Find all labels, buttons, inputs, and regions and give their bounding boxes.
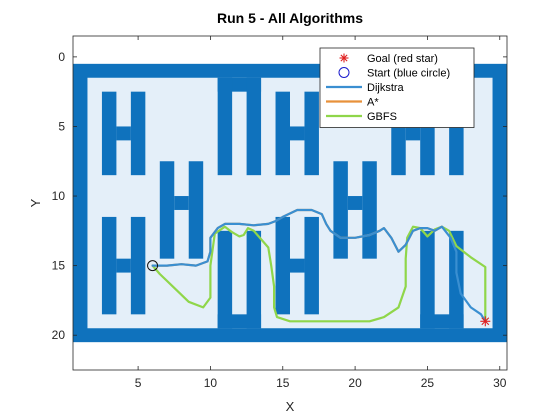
dijkstra-path bbox=[151, 208, 487, 323]
x-tick-label: 15 bbox=[276, 376, 290, 390]
wall-block bbox=[304, 216, 319, 315]
path-layer bbox=[151, 208, 487, 323]
goal-marker bbox=[480, 316, 491, 327]
y-tick-label: 5 bbox=[58, 119, 65, 133]
x-tick-label: 10 bbox=[204, 376, 218, 390]
y-tick-label: 20 bbox=[52, 328, 66, 342]
wall-block bbox=[246, 230, 262, 329]
wall-block bbox=[405, 126, 421, 141]
x-tick-label: 30 bbox=[493, 376, 507, 390]
legend: Goal (red star) Start (blue circle) Dijkst… bbox=[319, 47, 475, 128]
star-stroke bbox=[340, 54, 348, 62]
wall-block bbox=[290, 126, 305, 141]
x-axis-label: X bbox=[286, 399, 295, 414]
wall-block bbox=[246, 77, 262, 176]
wall-block bbox=[101, 216, 117, 315]
wall-block bbox=[101, 91, 117, 176]
legend-start-icon bbox=[338, 67, 350, 78]
axes-frame bbox=[72, 35, 508, 371]
wall-block bbox=[290, 258, 305, 273]
star-stroke bbox=[481, 317, 490, 326]
wall-block bbox=[188, 161, 204, 259]
wall-block bbox=[275, 216, 290, 315]
wall-block bbox=[333, 161, 348, 259]
y-tick-label: 0 bbox=[58, 50, 65, 64]
marker-layer bbox=[147, 260, 491, 327]
legend-label: GBFS bbox=[367, 111, 397, 123]
wall-block bbox=[362, 161, 377, 259]
x-tick-label: 25 bbox=[421, 376, 435, 390]
wall-block bbox=[130, 216, 146, 315]
x-tick-label: 20 bbox=[348, 376, 362, 390]
wall-block bbox=[275, 91, 290, 176]
y-axis-label: Y bbox=[28, 198, 43, 207]
wall-block bbox=[347, 196, 363, 210]
wall-block bbox=[304, 91, 319, 176]
wall-block bbox=[217, 230, 233, 329]
wall-block bbox=[116, 126, 131, 141]
legend-label: Goal (red star) bbox=[367, 53, 438, 65]
wall-block bbox=[217, 77, 233, 176]
wall-block bbox=[159, 161, 175, 259]
x-tick-label: 5 bbox=[135, 376, 142, 390]
wall-block bbox=[130, 91, 146, 176]
wall-block bbox=[217, 314, 262, 329]
start-marker bbox=[147, 260, 159, 272]
y-tick-label: 15 bbox=[52, 259, 66, 273]
wall-block bbox=[449, 230, 464, 329]
wall-block bbox=[174, 196, 189, 210]
legend-label: A* bbox=[367, 97, 379, 109]
tick-layer: 5 10 15 20 25 30 0 5 10 15 20 bbox=[52, 36, 507, 390]
wall-block bbox=[420, 314, 464, 329]
wall-block bbox=[116, 258, 131, 273]
y-tick-label: 10 bbox=[52, 189, 66, 203]
legend-label: Start (blue circle) bbox=[367, 68, 450, 80]
chart-title: Run 5 - All Algorithms bbox=[217, 10, 363, 26]
wall-block bbox=[420, 230, 435, 329]
legend-label: Dijkstra bbox=[367, 82, 405, 94]
legend-goal-icon bbox=[339, 53, 349, 63]
